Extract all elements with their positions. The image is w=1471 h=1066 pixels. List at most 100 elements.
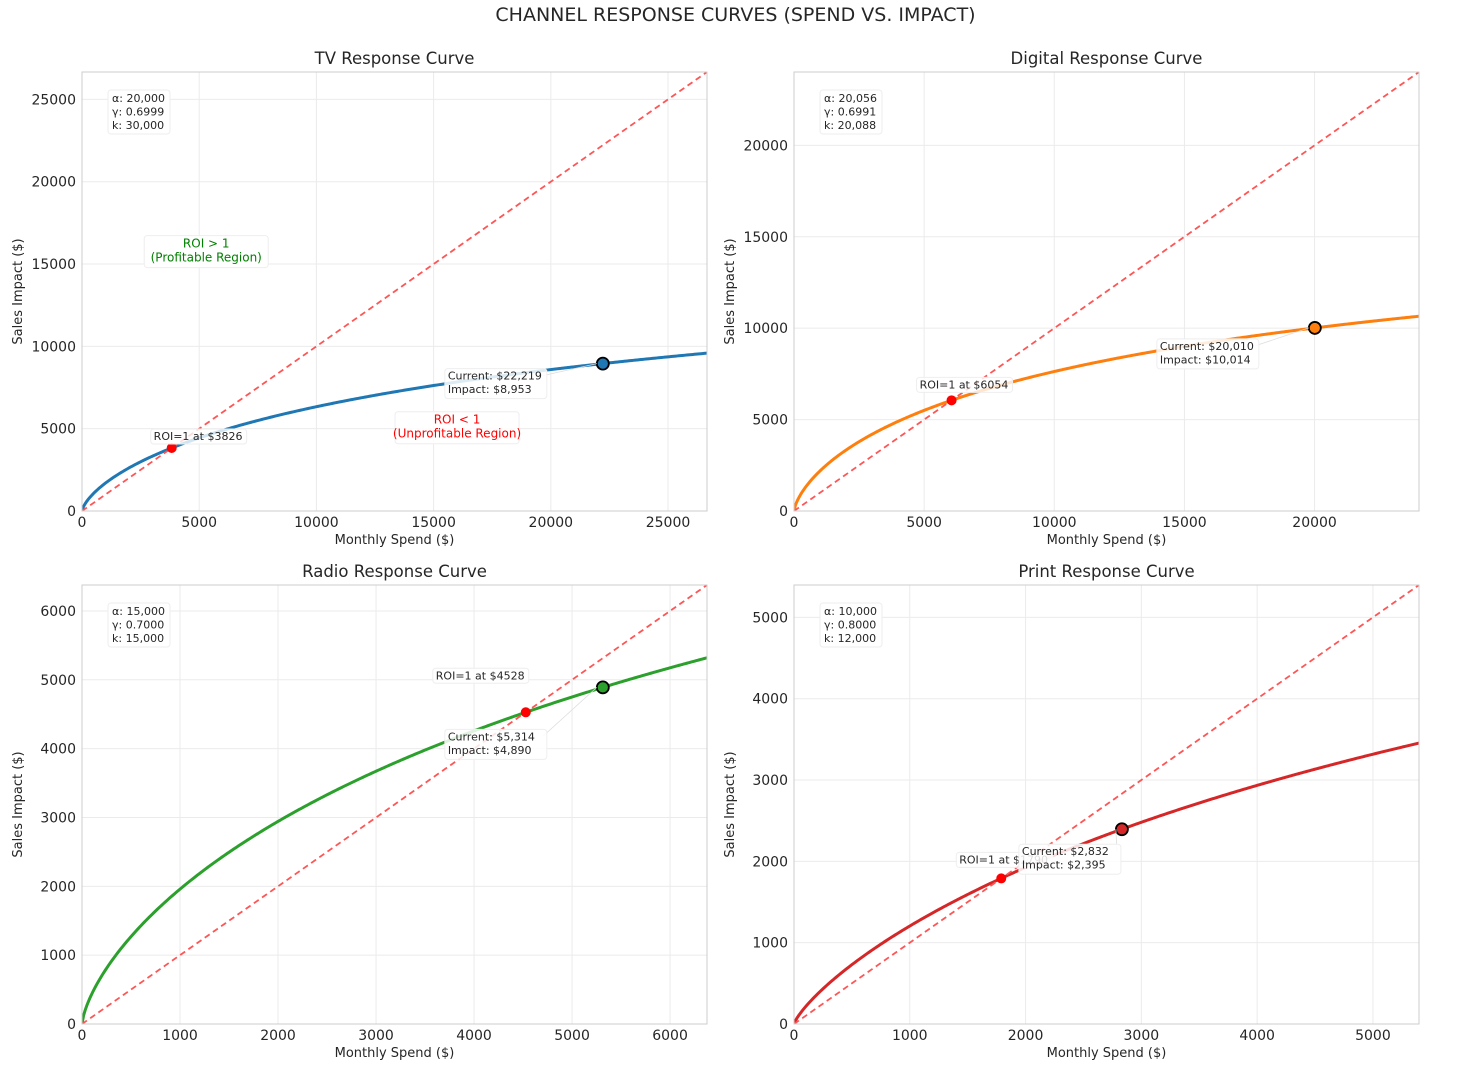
- axes-frame: [793, 584, 1420, 1025]
- x-tick-label: 0: [790, 1028, 799, 1044]
- roi-label: ROI=1 at $3826: [154, 430, 243, 443]
- current-spend-point: [1307, 321, 1322, 335]
- x-tick-label: 0: [790, 515, 799, 531]
- y-axis-label: Sales Impact ($): [723, 751, 738, 857]
- y-tick-label: 0: [779, 504, 788, 520]
- x-tick-label: 15000: [1162, 515, 1207, 531]
- x-tick-label: 5000: [906, 515, 942, 531]
- current-spend-point: [595, 356, 610, 371]
- y-tick-label: 15000: [31, 257, 76, 273]
- y-tick-label: 2000: [40, 879, 76, 895]
- axes-frame: [81, 584, 708, 1025]
- y-tick-label: 1000: [40, 948, 76, 964]
- y-tick-label: 10000: [743, 321, 788, 337]
- figure-title: CHANNEL RESPONSE CURVES (SPEND VS. IMPAC…: [495, 4, 976, 26]
- y-tick-label: 3000: [40, 810, 76, 826]
- current-spend-label: Current: $22,219: [448, 370, 542, 383]
- region-text: ROI > 1: [183, 237, 230, 251]
- current-impact-label: Impact: $2,395: [1022, 859, 1106, 872]
- x-tick-label: 10000: [294, 515, 339, 531]
- current-spend-label: Current: $20,010: [1160, 340, 1254, 353]
- plot-layer: [82, 585, 707, 1024]
- roi-annotation: ROI=1 at $6054: [916, 376, 1014, 393]
- y-tick-label: 4000: [40, 742, 76, 758]
- y-tick-label: 4000: [752, 692, 788, 708]
- x-tick-label: 1000: [162, 1028, 198, 1044]
- panel-title: Digital Response Curve: [1011, 49, 1203, 68]
- panel-3: 0 1000 2000 3000 4000 5000 6000 0 1000 2000 3000 40…: [11, 562, 708, 1061]
- region-text: ROI < 1: [434, 413, 481, 427]
- panel-title: Radio Response Curve: [302, 562, 487, 581]
- x-tick-label: 3000: [358, 1028, 394, 1044]
- y-tick-label: 20000: [31, 175, 76, 191]
- x-tick-label: 20000: [1292, 515, 1337, 531]
- param-line: k: 20,088: [824, 119, 876, 132]
- x-tick-label: 4000: [1239, 1028, 1275, 1044]
- y-tick-label: 5000: [40, 673, 76, 689]
- plot-layer: [794, 585, 1419, 1024]
- x-tick-label: 6000: [652, 1028, 688, 1044]
- x-tick-label: 20000: [529, 515, 574, 531]
- response-curve: [794, 741, 1419, 1024]
- param-line: γ: 0.6999: [112, 106, 164, 119]
- x-tick-label: 25000: [646, 515, 691, 531]
- x-tick-label: 2000: [1008, 1028, 1044, 1044]
- roi-breakeven-point: [520, 707, 531, 718]
- x-tick-label: 2000: [260, 1028, 296, 1044]
- current-impact-label: Impact: $4,890: [448, 744, 532, 757]
- param-line: α: 15,000: [112, 605, 165, 618]
- x-tick-label: 10000: [1032, 515, 1077, 531]
- breakeven-line: [794, 585, 1419, 1024]
- x-tick-label: 0: [78, 515, 87, 531]
- param-line: k: 30,000: [112, 119, 164, 132]
- y-tick-label: 0: [67, 1017, 76, 1033]
- x-axis-label: Monthly Spend ($): [1047, 1046, 1167, 1061]
- param-line: α: 10,000: [824, 605, 877, 618]
- x-tick-label: 3000: [1124, 1028, 1160, 1044]
- breakeven-line: [82, 72, 707, 511]
- axes-frame: [81, 71, 708, 512]
- roi-breakeven-point: [996, 873, 1007, 884]
- x-tick-label: 5000: [1355, 1028, 1391, 1044]
- y-tick-label: 25000: [31, 92, 76, 108]
- x-tick-label: 0: [78, 1028, 87, 1044]
- current-impact-label: Impact: $8,953: [448, 383, 532, 396]
- current-spend-point: [1114, 822, 1129, 837]
- roi-label: ROI=1 at $6054: [920, 378, 1009, 391]
- param-line: k: 12,000: [824, 632, 876, 645]
- region-text: (Profitable Region): [151, 251, 262, 265]
- x-tick-label: 15000: [411, 515, 456, 531]
- param-line: α: 20,056: [824, 92, 877, 105]
- roi-label: ROI=1 at $4528: [436, 669, 525, 682]
- y-tick-label: 0: [779, 1017, 788, 1033]
- x-tick-label: 5000: [181, 515, 217, 531]
- x-tick-label: 4000: [456, 1028, 492, 1044]
- y-tick-label: 10000: [31, 339, 76, 355]
- x-axis-label: Monthly Spend ($): [335, 533, 455, 548]
- param-line: α: 20,000: [112, 92, 165, 105]
- panel-title: TV Response Curve: [314, 49, 475, 68]
- y-axis-label: Sales Impact ($): [723, 238, 738, 344]
- x-tick-label: 5000: [554, 1028, 590, 1044]
- breakeven-line: [794, 72, 1419, 511]
- roi-breakeven-point: [946, 395, 957, 406]
- param-line: k: 15,000: [112, 632, 164, 645]
- panel-4: 0 1000 2000 3000 4000 5000 0 1000 2000 3000 4000 50…: [723, 562, 1420, 1061]
- region-label: ROI > 1(Profitable Region): [143, 235, 269, 269]
- panel-2: 0 5000 10000 15000 20000 0 5000 10000 15000 20000…: [723, 49, 1420, 548]
- x-axis-label: Monthly Spend ($): [335, 1046, 455, 1061]
- y-axis-label: Sales Impact ($): [11, 751, 26, 857]
- y-tick-label: 3000: [752, 773, 788, 789]
- axes-frame: [793, 71, 1420, 512]
- y-tick-label: 6000: [40, 604, 76, 620]
- region-label: ROI < 1(Unprofitable Region): [393, 411, 521, 445]
- panel-title: Print Response Curve: [1018, 562, 1194, 581]
- y-tick-label: 15000: [743, 230, 788, 246]
- current-spend-label: Current: $2,832: [1022, 845, 1109, 858]
- x-axis-label: Monthly Spend ($): [1047, 533, 1167, 548]
